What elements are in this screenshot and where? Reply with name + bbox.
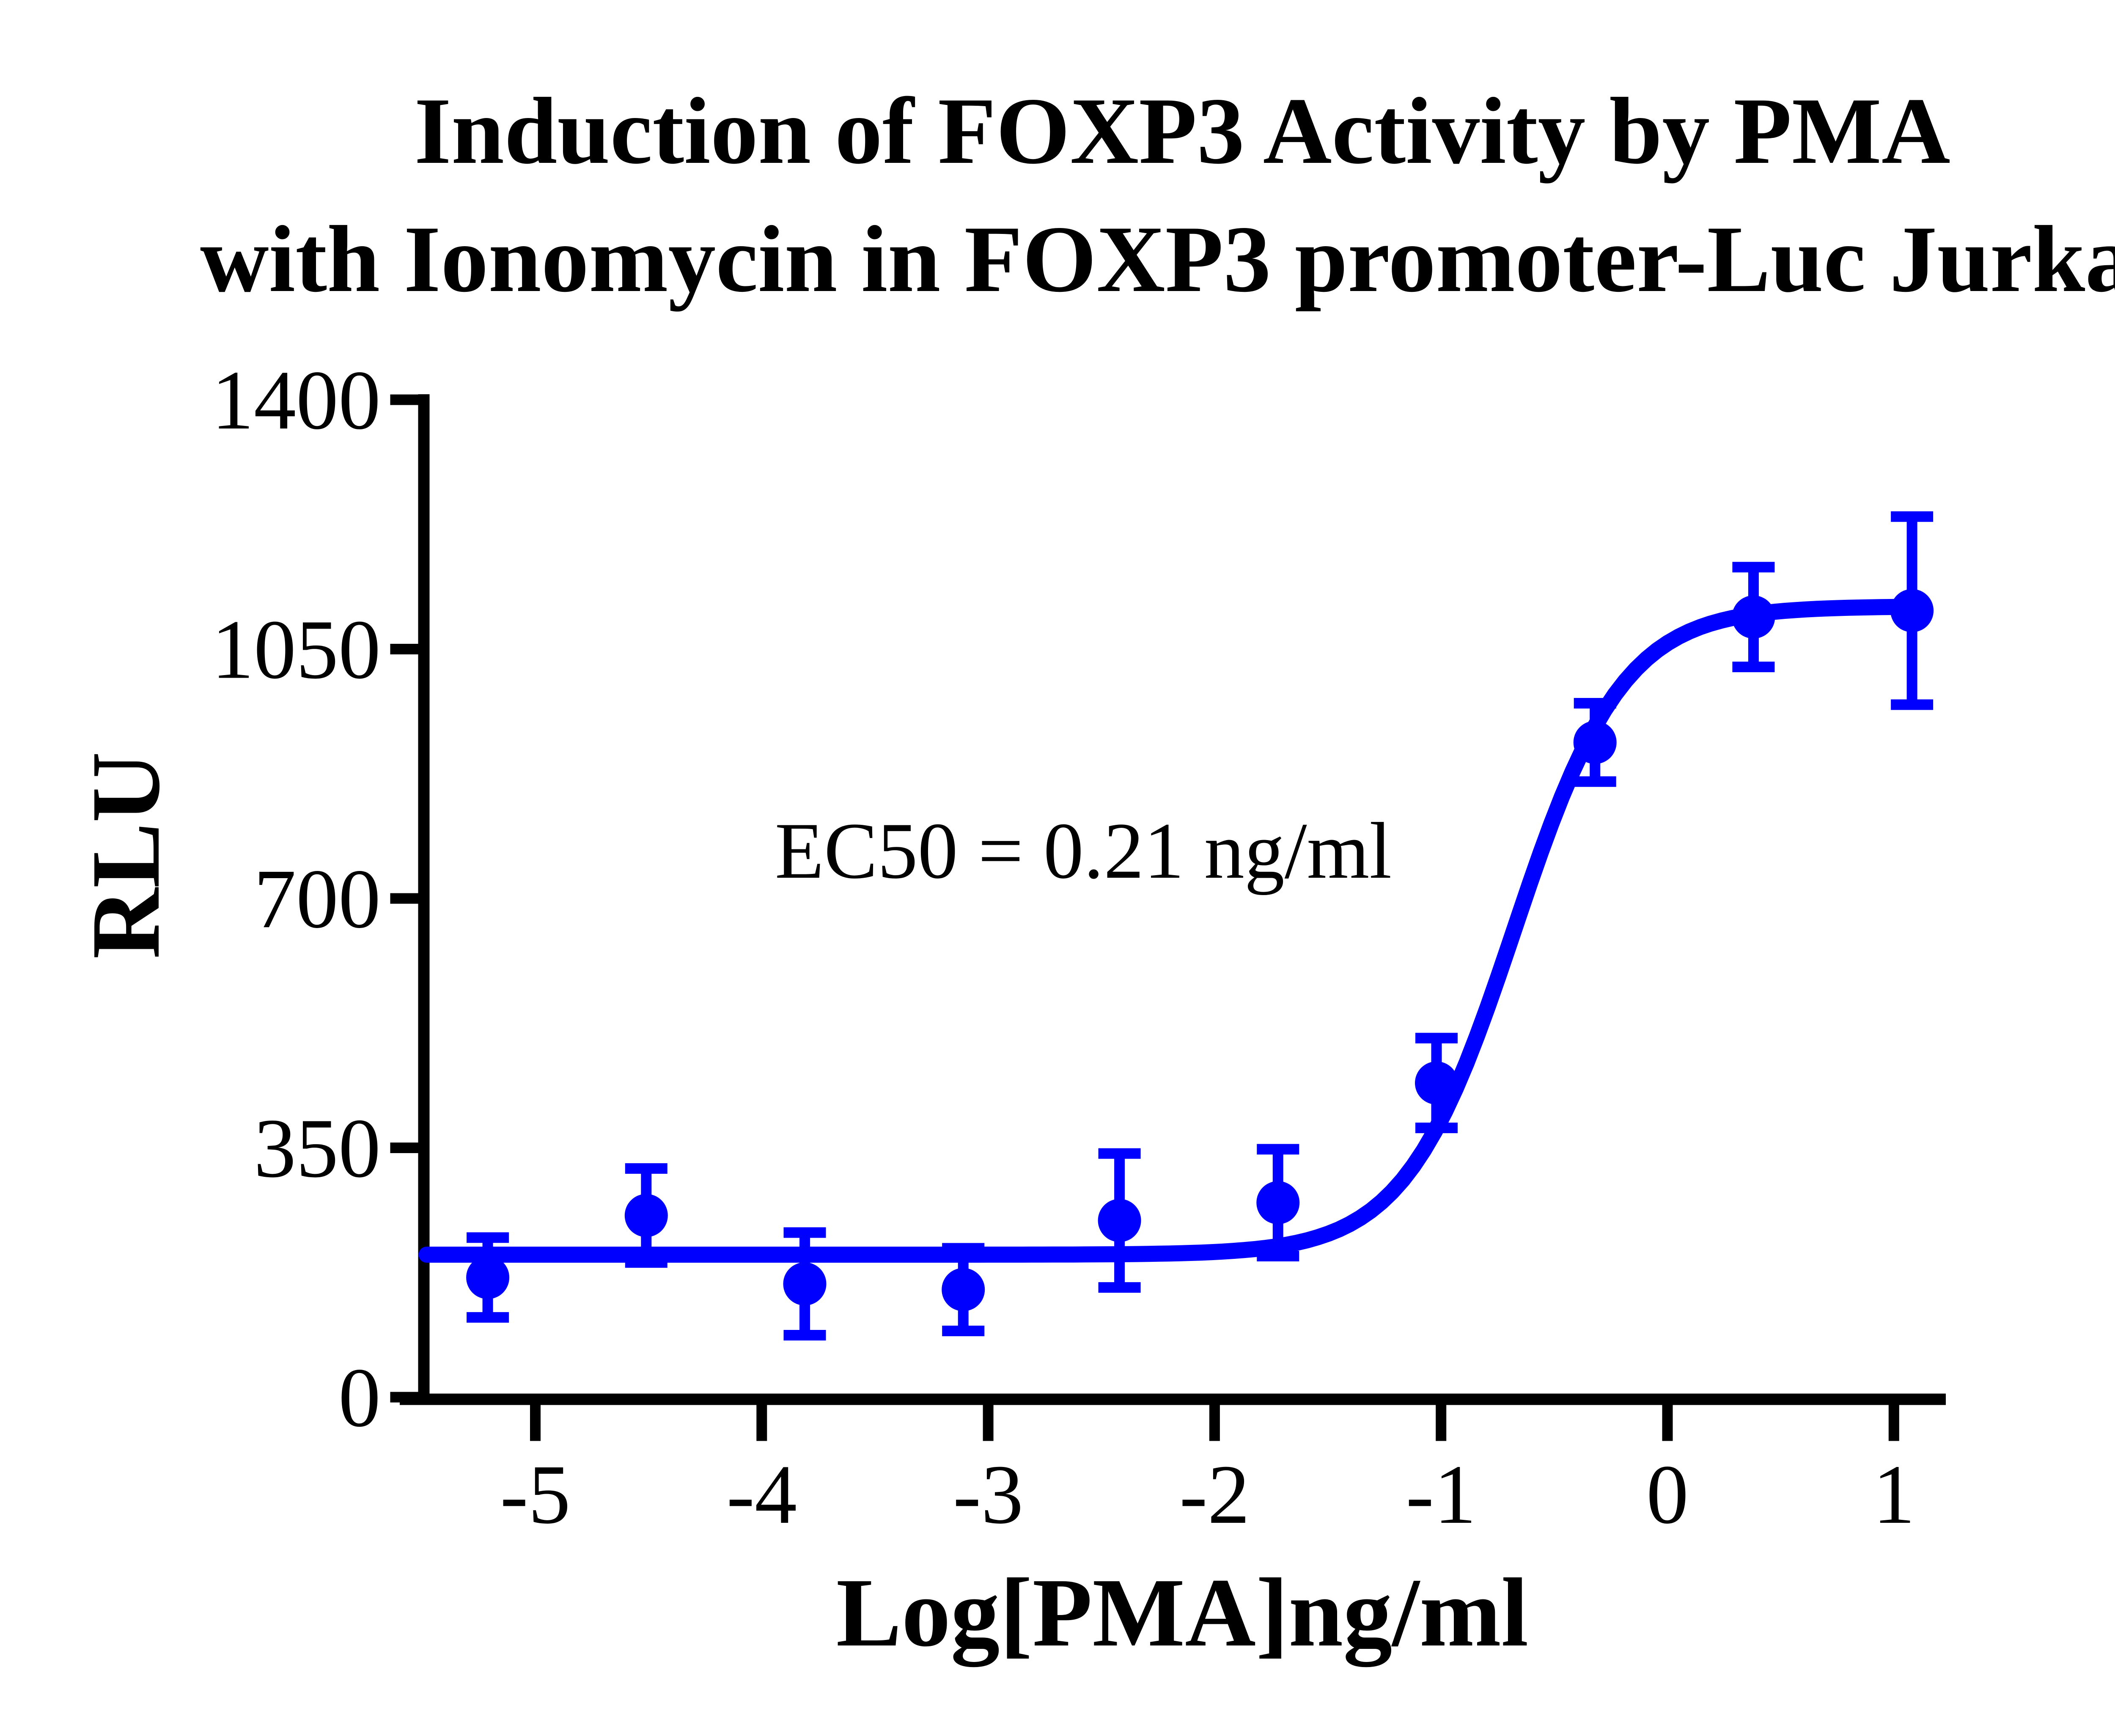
- data-point-marker: [1732, 595, 1775, 639]
- y-tick-label: 1400: [212, 354, 381, 447]
- x-tick-label: -2: [1179, 1448, 1250, 1541]
- data-point-marker: [1573, 721, 1617, 764]
- data-point-marker: [624, 1194, 668, 1237]
- data-point-group: [1732, 562, 1775, 673]
- data-points-layer: [466, 511, 1934, 1340]
- x-axis-title: Log[PMA]ng/ml: [836, 1558, 1529, 1667]
- chart-title-line-1: Induction of FOXP3 Activity by PMA: [414, 78, 1950, 184]
- chart-title-line-2: with Ionomycin in FOXP3 promoter-Luc Jur…: [200, 206, 2115, 312]
- data-point-group: [783, 1227, 827, 1340]
- chart-static-text: Induction of FOXP3 Activity by PMA with …: [71, 78, 2115, 1667]
- data-point-marker: [1890, 589, 1934, 632]
- fit-curve-layer: [418, 599, 1920, 1263]
- x-tick-label: 0: [1646, 1448, 1689, 1541]
- data-point-group: [466, 1232, 510, 1323]
- data-point-marker: [1256, 1181, 1300, 1225]
- y-tick-label: 1050: [212, 603, 381, 696]
- data-point-group: [1573, 698, 1617, 787]
- x-tick-label: -5: [500, 1448, 571, 1541]
- y-tick-label: 350: [254, 1101, 381, 1195]
- data-point-marker: [1415, 1061, 1458, 1105]
- data-point-marker: [942, 1268, 985, 1311]
- x-tick-label: -1: [1406, 1448, 1476, 1541]
- y-axis-title: RLU: [71, 752, 180, 959]
- x-tick-label: 1: [1873, 1448, 1915, 1541]
- data-point-marker: [783, 1262, 827, 1306]
- x-tick-label: -3: [953, 1448, 1024, 1541]
- axes-layer: 0 350 700 1050 1400 -5 -4 -3 -2 -1 0 1: [212, 354, 1946, 1541]
- y-tick-label: 0: [338, 1351, 381, 1445]
- data-point-group: [1256, 1144, 1300, 1262]
- data-point-group: [1415, 1033, 1458, 1133]
- data-point-marker: [466, 1256, 510, 1299]
- y-tick-label: 700: [254, 852, 381, 946]
- data-point-group: [942, 1243, 985, 1336]
- ec50-annotation: EC50 = 0.21 ng/ml: [775, 807, 1392, 895]
- data-point-group: [1890, 511, 1934, 710]
- data-point-group: [624, 1163, 668, 1268]
- dose-response-fit-curve: [418, 599, 1920, 1263]
- data-point-group: [1098, 1148, 1141, 1293]
- data-point-marker: [1098, 1199, 1141, 1242]
- x-tick-label: -4: [726, 1448, 797, 1541]
